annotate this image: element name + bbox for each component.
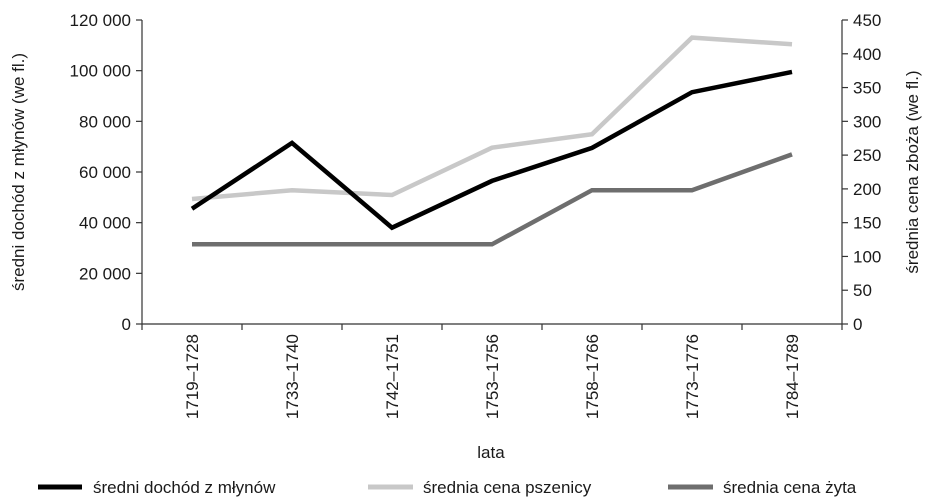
legend-label-mill-income: średni dochód z młynów [93,478,276,497]
series-line-rye-price [192,152,793,247]
x-tick-label: 1753–1756 [483,334,502,419]
y-right-tick-label: 400 [853,45,881,64]
legend-item-rye-price: średnia cena żyta [668,478,857,497]
legend-label-wheat-price: średnia cena pszenicy [423,478,592,497]
legend-label-rye-price: średnia cena żyta [723,478,857,497]
series-line-mill-income [190,69,793,231]
legend: średni dochód z młynów średnia cena psze… [38,478,857,497]
y-right-tick-label: 200 [853,180,881,199]
y-right-tick-label: 50 [853,281,872,300]
y-left-tick-label: 120 000 [70,11,131,30]
y-axis-right-title: średnia cena zboża (we fl.) [903,70,922,273]
y-right-tick-label: 300 [853,112,881,131]
y-right-tick-label: 450 [853,11,881,30]
y-right-tick-label: 0 [853,315,862,334]
x-tick-label: 1742–1751 [383,334,402,419]
tick-labels: 0 20 000 40 000 60 000 80 000 100 000 120 000 0… [70,11,882,419]
y-right-tick-label: 250 [853,146,881,165]
y-right-tick-label: 150 [853,214,881,233]
y-left-tick-label: 60 000 [79,163,131,182]
x-tick-label: 1773–1776 [683,334,702,419]
y-right-tick-label: 350 [853,79,881,98]
y-left-tick-label: 100 000 [70,62,131,81]
plot-lines [190,35,793,247]
y-axis-left-title: średni dochód z młynów (we fl.) [9,53,28,291]
axes [136,19,848,330]
x-axis-title: lata [477,443,505,462]
x-tick-label: 1733–1740 [283,334,302,419]
series-line-wheat-price [191,35,793,202]
x-tick-label: 1784–1789 [783,334,802,419]
x-tick-label: 1719–1728 [183,334,202,419]
legend-item-wheat-price: średnia cena pszenicy [368,478,592,497]
y-left-tick-label: 0 [122,315,131,334]
y-left-tick-label: 80 000 [79,112,131,131]
y-left-tick-label: 20 000 [79,264,131,283]
x-tick-label: 1758–1766 [583,334,602,419]
y-right-tick-label: 100 [853,247,881,266]
legend-item-mill-income: średni dochód z młynów [38,478,276,497]
y-left-tick-label: 40 000 [79,214,131,233]
